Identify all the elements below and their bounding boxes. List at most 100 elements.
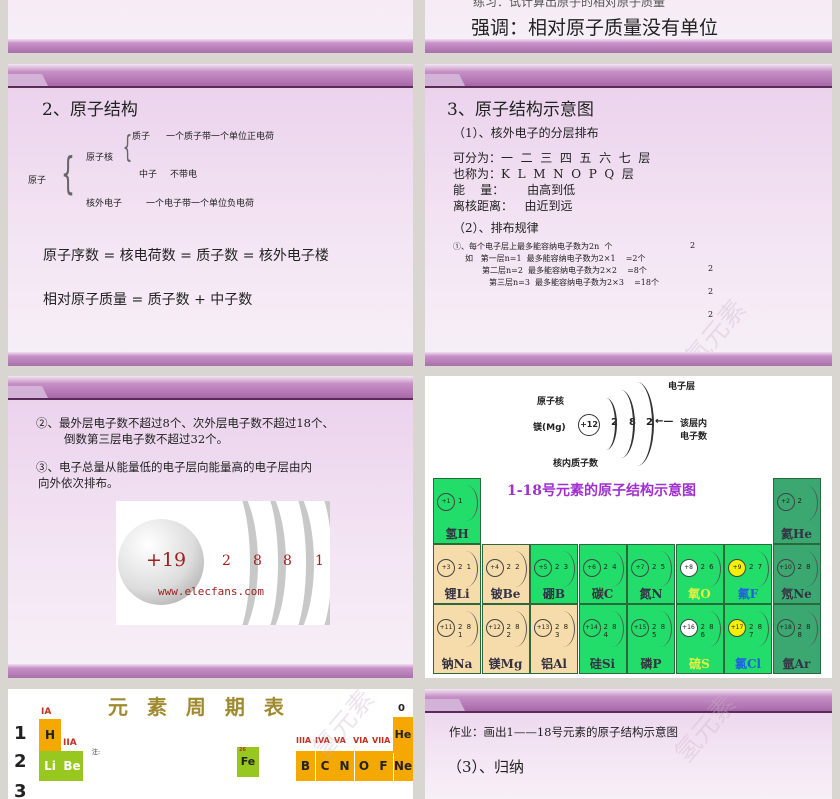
shell-counts: 2	[797, 497, 803, 505]
mg-atom-diagram: 原子核 镁(Mg) +12 2 8 2 电子层 ←— 该层内 电子数 核内质子数	[525, 376, 725, 471]
group-label: 0	[398, 703, 405, 714]
note-label: 注:	[92, 749, 101, 756]
legend-number: 26	[239, 747, 246, 753]
slide-header-band	[425, 689, 832, 713]
electron-desc: 一个电子带一个单位负电荷	[146, 199, 255, 209]
element-name: 氦He	[781, 527, 812, 541]
arrow-left-icon: ←—	[655, 416, 674, 427]
subheading: （3）、归纳	[447, 758, 525, 776]
shell-arc	[794, 551, 818, 587]
element-name: 钠Na	[441, 657, 473, 671]
rule-text: 第二层n=2 最多能容纳电子数为2×2 =8个	[482, 266, 647, 275]
element-cell: +3 2 1 锂Li	[433, 544, 481, 604]
element-name: 氧O	[688, 587, 711, 601]
element-name: 氖Ne	[781, 587, 812, 601]
nucleus-circle: +10	[776, 559, 795, 577]
formula-atomic-number: 原子序数 = 核电荷数 = 质子数 = 核外电子楼	[43, 248, 329, 264]
shell-arc	[551, 611, 575, 647]
neutron-desc: 不带电	[170, 170, 198, 180]
shell-counts: 2 2	[506, 563, 521, 571]
legend-symbol: Fe	[240, 755, 256, 768]
nucleus-circle: +9	[728, 559, 746, 577]
element-cell: +12 2 8 2 镁Mg	[481, 604, 530, 674]
shell-arc	[600, 551, 624, 587]
slide-header-band	[425, 64, 832, 88]
element-cell: +15 2 8 5 磷P	[627, 604, 675, 674]
shell-counts: 2 8 1	[458, 623, 473, 639]
electron-label: 核外电子	[86, 199, 123, 209]
formula-atomic-mass: 相对原子质量 = 质子数 + 中子数	[43, 292, 253, 308]
nucleus-label: 原子核	[86, 153, 114, 163]
shell-counts: 2 8 2	[506, 623, 521, 639]
atom-label: 原子	[28, 176, 47, 186]
shell-counts: 2 8 5	[652, 623, 667, 639]
shell-arc	[648, 611, 672, 647]
shell-counts: 2 8	[797, 563, 812, 571]
element-cell: +7 2 5 氮N	[627, 544, 675, 604]
period-number: 1	[14, 723, 27, 744]
label-nucleus: 原子核	[537, 397, 565, 407]
element-name: 镁Mg	[488, 657, 523, 671]
slide-thumbnail[interactable]: 作业：画出1——18号元素的原子结构示意图 （3）、归纳 氢元素	[425, 689, 832, 799]
superscript: 2	[690, 241, 696, 250]
text-line: 可分为：一 二 三 四 五 六 七 层	[453, 151, 651, 165]
slide-thumbnail[interactable]: 练习：试计算出原子的相对原子质量 强调：相对原子质量没有单位	[425, 0, 832, 53]
subheading: （2）、排布规律	[453, 221, 539, 235]
group-label: VIIA	[372, 736, 391, 745]
shell-arc	[503, 551, 527, 587]
slide-thumbnail[interactable]: ②、最外层电子数不超过8个、次外层电子数不超过18个、 倒数第三层电子数不超过3…	[8, 376, 413, 678]
rule-text: 倒数第三层电子数不超过32个。	[64, 432, 229, 446]
shell-count: 8	[283, 553, 292, 569]
slide-footer-band	[8, 664, 413, 678]
rule-text: ①、每个电子层上最多能容纳电子数为2n 个	[453, 242, 613, 251]
nucleus-circle: +6	[582, 559, 601, 577]
element-name: 硫S	[689, 657, 710, 671]
rule-text: 第三层n=3 最多能容纳电子数为2×3 =18个	[489, 278, 659, 287]
group-label: IIIA	[296, 736, 312, 745]
element-name: 氩Ar	[782, 657, 811, 671]
shell-counts: 2 6	[700, 563, 715, 571]
element-cell: +17 2 8 7 氯Cl	[724, 604, 772, 674]
element-cell: +5 2 3 硼B	[530, 544, 578, 604]
slide-thumbnail[interactable]: 2、原子结构 质子 一个质子带一个单位正电荷 原子核 { 中子 不带电 原子 {…	[8, 64, 413, 366]
superscript: 2	[708, 287, 714, 296]
shell-arc	[454, 551, 478, 587]
element-name: 碳C	[591, 587, 614, 601]
nucleus-circle: +18	[776, 619, 795, 637]
nucleus-circle: +4	[485, 559, 504, 577]
shell-arc	[745, 611, 769, 647]
subheading: （1）、核外电子的分层排布	[453, 126, 599, 140]
nucleus-circle: +5	[534, 559, 552, 577]
element-cell: Be	[61, 751, 83, 781]
slide-thumbnail[interactable]	[8, 0, 413, 53]
shell-arc	[551, 551, 575, 587]
label-shell: 电子层	[668, 382, 696, 392]
rule-text: 如 第一层n=1 最多能容纳电子数为2×1 =2个	[465, 254, 646, 263]
superscript: 2	[708, 310, 714, 319]
slide-thumbnail[interactable]: 元 素 周 期 表 IA IIA 0 1 2 3 H Li Be 注: Fe 2…	[8, 689, 413, 799]
label-count: 该层内	[680, 419, 708, 429]
nucleus-circle: +1	[437, 493, 455, 511]
nucleus-circle: +14	[582, 619, 601, 637]
proton-label: 质子	[132, 132, 151, 142]
nucleus-circle: +13	[534, 619, 552, 637]
slide-title: 2、原子结构	[42, 100, 138, 120]
element-cell: +10 2 8 氖Ne	[772, 544, 821, 604]
shell-arc	[503, 611, 527, 647]
element-cell: H	[39, 719, 61, 751]
shell-arc	[794, 611, 818, 647]
shell-arc	[745, 551, 769, 587]
element-cell: Li	[39, 751, 61, 781]
nucleus-circle: +11	[437, 619, 455, 637]
slide-thumbnail[interactable]: 原子核 镁(Mg) +12 2 8 2 电子层 ←— 该层内 电子数 核内质子数…	[425, 376, 832, 678]
legend-cell: Fe	[237, 747, 259, 777]
element-name: 氯Cl	[734, 657, 762, 671]
nucleus-circle: +16	[679, 619, 698, 637]
periodic-title: 元 素 周 期 表	[108, 695, 290, 719]
slide-emphasis: 强调：相对原子质量没有单位	[471, 17, 719, 39]
shell-counts: 2 3	[555, 563, 570, 571]
element-cell: +8 2 6 氧O	[675, 544, 724, 604]
element-cell: B	[296, 751, 315, 781]
element-cell: F	[374, 751, 393, 781]
slide-thumbnail[interactable]: 3、原子结构示意图 （1）、核外电子的分层排布 可分为：一 二 三 四 五 六 …	[425, 64, 832, 366]
